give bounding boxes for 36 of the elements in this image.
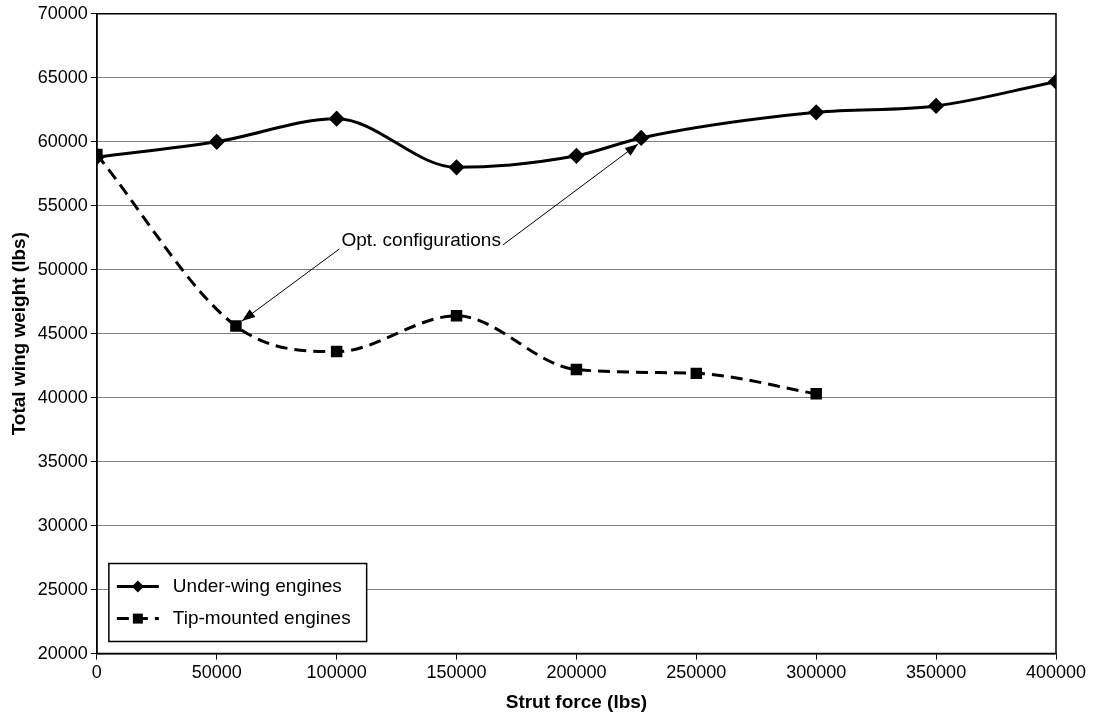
- y-tick-label: 60000: [37, 130, 88, 151]
- y-tick-label: 30000: [37, 514, 88, 535]
- y-tick-label: 20000: [37, 642, 88, 663]
- point: [209, 134, 225, 150]
- x-tick-label: 50000: [191, 662, 242, 683]
- x-tick-label: 250000: [666, 662, 727, 683]
- point: [808, 104, 824, 120]
- y-tick-label: 25000: [37, 578, 88, 599]
- y-tick-label: 40000: [37, 386, 88, 407]
- legend-label: Under-wing engines: [172, 574, 342, 596]
- point: [449, 159, 465, 175]
- x-tick-label: 350000: [906, 662, 967, 683]
- y-tick-label: 70000: [37, 2, 88, 23]
- y-tick-label: 45000: [37, 322, 88, 343]
- x-tick-label: 300000: [786, 662, 847, 683]
- point: [690, 367, 703, 380]
- y-tick-label: 50000: [37, 258, 88, 279]
- point: [330, 345, 343, 358]
- point: [450, 310, 463, 322]
- x-tick-label: 200000: [546, 662, 607, 683]
- x-tick-label: 0: [91, 662, 102, 683]
- annotation: Opt. configurations: [341, 229, 501, 251]
- x-tick-label: 150000: [426, 662, 487, 683]
- legend-label: Tip-mounted engines: [172, 606, 351, 628]
- y-tick-label: 55000: [37, 194, 88, 215]
- point: [329, 111, 345, 127]
- point: [928, 98, 944, 114]
- x-tick-label: 400000: [1025, 662, 1087, 683]
- x-axis-title: Strut force (lbs): [505, 690, 648, 712]
- y-tick-label: 65000: [37, 66, 88, 87]
- point: [568, 148, 584, 164]
- y-axis-title: Total wing weight (lbs): [7, 232, 29, 436]
- x-tick-label: 100000: [306, 662, 367, 683]
- point: [570, 363, 583, 376]
- y-tick-label: 35000: [37, 450, 88, 471]
- point: [810, 388, 822, 400]
